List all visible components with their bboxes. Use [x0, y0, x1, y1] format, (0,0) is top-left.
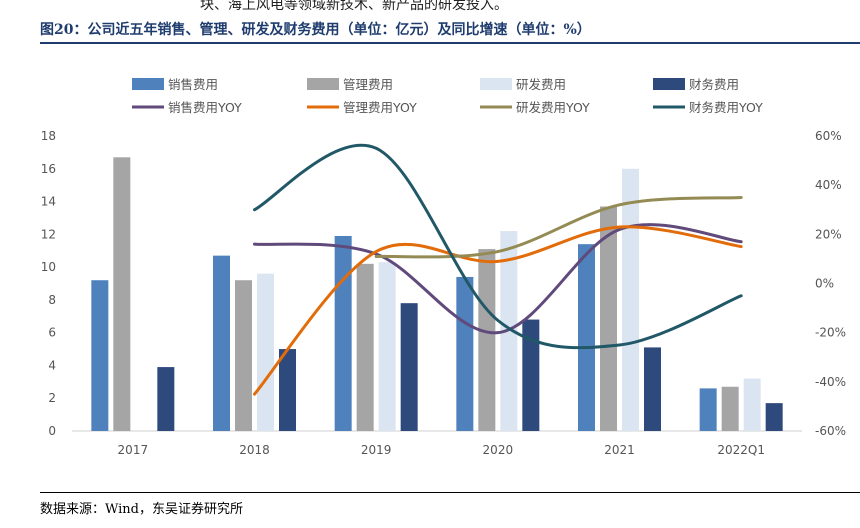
yoy-line — [253, 144, 743, 350]
bar — [400, 303, 418, 431]
bar — [743, 378, 761, 431]
bar — [622, 168, 639, 431]
y-left-tick-label: 2 — [48, 391, 56, 405]
y-right-tick-label: -40% — [815, 375, 846, 389]
y-left-tick-label: 4 — [48, 358, 56, 372]
legend-swatch — [132, 78, 164, 90]
source-note: 数据来源：Wind，东吴证券研究所 — [40, 502, 243, 517]
bar — [721, 386, 739, 431]
bar — [699, 388, 717, 431]
legend-label: 财务费用YOY — [689, 100, 763, 115]
legend-label: 管理费用 — [343, 77, 393, 92]
legend-label: 销售费用 — [168, 77, 218, 92]
bar — [356, 263, 374, 431]
legend-label: 管理费用YOY — [343, 100, 417, 115]
yoy-line — [253, 223, 743, 335]
bar — [578, 244, 595, 431]
y-left-tick-label: 8 — [48, 293, 56, 307]
bar — [765, 403, 783, 431]
bar — [113, 157, 131, 432]
bar — [235, 280, 252, 431]
bar — [600, 206, 617, 431]
y-left-tick-label: 16 — [41, 162, 56, 176]
y-right-tick-label: 20% — [815, 227, 842, 241]
chart-bars — [91, 157, 783, 432]
bar — [644, 347, 661, 431]
y-left-tick-label: 12 — [41, 227, 56, 241]
bar — [378, 262, 396, 431]
legend-label: 研发费用 — [516, 77, 566, 92]
top-cut-text: 块、海上风电等领域新技术、新产品的研发投入。 — [200, 0, 508, 13]
x-tick-label: 2020 — [483, 443, 514, 457]
bar — [478, 249, 496, 431]
yoy-line — [253, 225, 743, 396]
yoy-line — [374, 195, 743, 259]
title-rule — [40, 42, 860, 44]
x-tick-label: 2018 — [239, 443, 270, 457]
chart-axes: 0 2 4 6 8 10 12 14 16 18 -60% -40% -20% 0% 20% 40% 60% 20… — [41, 129, 846, 457]
bar — [91, 280, 109, 431]
y-left-tick-label: 14 — [41, 195, 56, 209]
bar — [279, 349, 296, 431]
legend-label: 财务费用 — [689, 77, 739, 92]
bar — [257, 273, 274, 431]
bar — [213, 255, 230, 431]
bar — [334, 235, 352, 431]
bar — [456, 276, 474, 431]
legend-label: 研发费用YOY — [516, 100, 590, 115]
source-rule — [40, 492, 860, 493]
bar — [157, 367, 175, 431]
y-right-tick-label: 0% — [815, 277, 834, 291]
x-tick-label: 2022Q1 — [717, 443, 765, 457]
y-right-tick-label: -20% — [815, 326, 846, 340]
y-right-tick-label: -60% — [815, 424, 846, 438]
legend-swatch — [480, 78, 512, 90]
chart-lines — [253, 144, 743, 396]
y-left-tick-label: 10 — [41, 260, 56, 274]
y-right-tick-label: 60% — [815, 129, 842, 143]
y-right-tick-label: 40% — [815, 178, 842, 192]
legend-label: 销售费用YOY — [168, 100, 242, 115]
legend-swatch — [653, 78, 685, 90]
legend-swatch — [307, 78, 339, 90]
y-left-tick-label: 18 — [41, 129, 56, 143]
x-tick-label: 2019 — [361, 443, 392, 457]
y-left-tick-label: 6 — [48, 326, 56, 340]
x-tick-label: 2017 — [118, 443, 149, 457]
bar — [522, 319, 540, 431]
figure-title: 图20：公司近五年销售、管理、研发及财务费用（单位：亿元）及同比增速（单位：%） — [40, 22, 591, 38]
x-tick-label: 2021 — [604, 443, 635, 457]
y-left-tick-label: 0 — [48, 424, 56, 438]
